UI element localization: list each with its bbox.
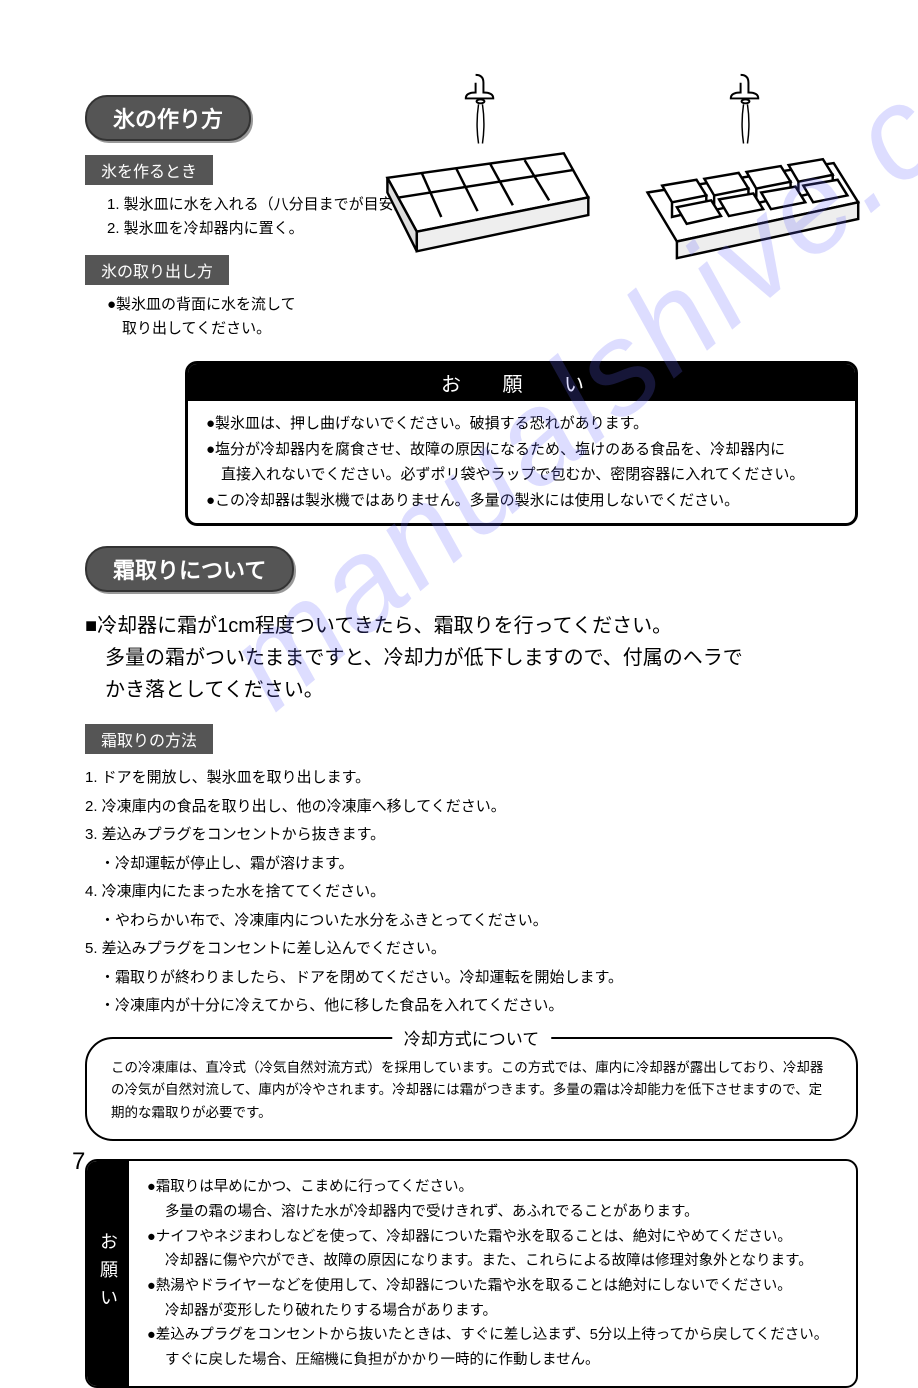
ice-remove-heading: 氷の取り出し方: [85, 255, 229, 285]
page-number: 7: [72, 1148, 85, 1176]
ice-remove-text: ●製氷皿の背面に水を流して 取り出してください。: [107, 293, 858, 341]
request-box: お願い ●霜取りは早めにかつ、こまめに行ってください。多量の霜の場合、溶けた水が…: [85, 1159, 858, 1388]
ice-tray-empty-illust: [358, 70, 603, 266]
warning-title: お 願 い: [188, 364, 855, 401]
cooling-method-title: 冷却方式について: [392, 1026, 552, 1055]
ice-tray-cubes-illust: [623, 70, 868, 266]
defrost-intro: ■冷却器に霜が1cm程度ついてきたら、霜取りを行ってください。 多量の霜がついた…: [85, 610, 858, 706]
warning-box: お 願 い ●製氷皿は、押し曲げないでください。破損する恐れがあります。●塩分が…: [185, 361, 858, 526]
warning-body: ●製氷皿は、押し曲げないでください。破損する恐れがあります。●塩分が冷却器内を腐…: [188, 401, 855, 523]
defrost-method-heading: 霜取りの方法: [85, 724, 213, 754]
ice-tray-illustrations: [358, 70, 868, 266]
cooling-method-body: この冷凍庫は、直冷式（冷気自然対流方式）を採用しています。この方式では、庫内に冷…: [111, 1057, 832, 1126]
ice-heading: 氷の作り方: [85, 95, 251, 141]
defrost-heading: 霜取りについて: [85, 546, 294, 592]
cooling-method-box: 冷却方式について この冷凍庫は、直冷式（冷気自然対流方式）を採用しています。この…: [85, 1037, 858, 1142]
ice-make-heading: 氷を作るとき: [85, 155, 213, 185]
request-label: お願い: [87, 1161, 129, 1386]
page-content: 氷の作り方 氷を作るとき 1. 製氷皿に水を入れる（八分目までが目安）2. 製氷…: [85, 95, 858, 1388]
defrost-steps: 1. ドアを開放し、製氷皿を取り出します。2. 冷凍庫内の食品を取り出し、他の冷…: [85, 764, 858, 1021]
request-body: ●霜取りは早めにかつ、こまめに行ってください。多量の霜の場合、溶けた水が冷却器内…: [129, 1161, 856, 1386]
